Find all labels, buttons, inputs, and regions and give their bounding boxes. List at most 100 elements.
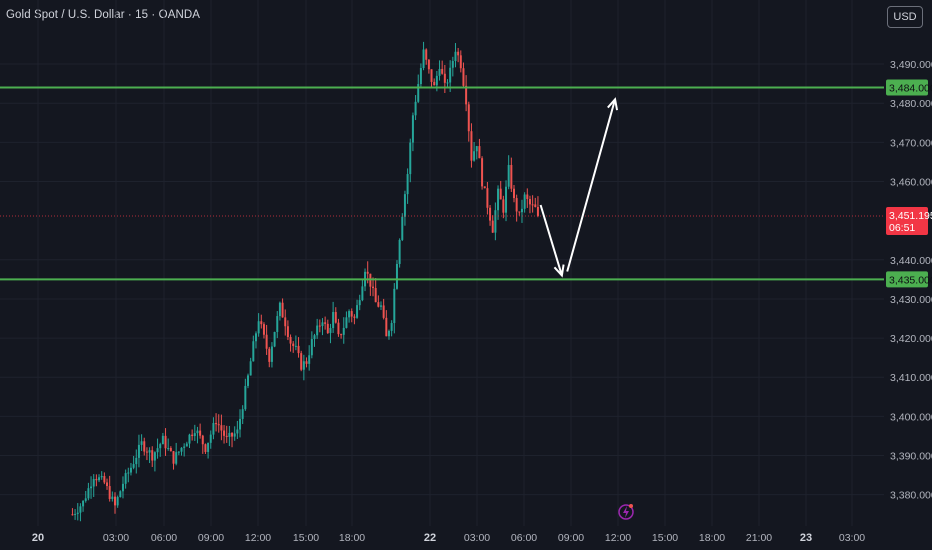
candle-body (108, 486, 111, 499)
alert-icon-ring (618, 504, 634, 520)
candle-body (273, 331, 276, 347)
y-tick-label: 3,390.000 (890, 451, 932, 463)
candle-body (337, 322, 340, 335)
candle-body (124, 473, 127, 484)
candle-body (297, 345, 300, 354)
candle-body (300, 353, 303, 370)
candle-body (180, 447, 183, 452)
candle-body (231, 432, 234, 437)
price-axis[interactable]: 3,380.000 3,390.000 3,400.000 3,410.000 3,42… (886, 59, 932, 502)
candle-body (270, 346, 273, 362)
candle-body (87, 488, 90, 499)
level-label-bg (886, 271, 928, 288)
candle-body (249, 361, 252, 376)
candle-body (247, 375, 249, 386)
candle-body (515, 198, 518, 212)
candle-body (390, 323, 393, 331)
candle-body (103, 476, 106, 483)
candle-body (161, 435, 164, 445)
x-tick-label: 18:00 (339, 532, 365, 544)
candle-body (254, 333, 257, 342)
candle-body (281, 302, 284, 318)
x-tick-label: 03:00 (839, 532, 865, 544)
candle-body (183, 446, 186, 448)
y-tick-label: 3,480.000 (890, 98, 932, 110)
candle-body (151, 450, 154, 461)
current-price-badge (886, 206, 928, 235)
candle-body (106, 482, 109, 487)
candle-body (257, 321, 260, 334)
candle-body (475, 146, 478, 152)
candle-body (143, 441, 146, 452)
candle-body (401, 216, 404, 240)
candle-body (313, 335, 316, 340)
candle-body (188, 434, 191, 444)
y-tick-label: 3,440.000 (890, 255, 932, 267)
arrow-shaft (566, 99, 617, 272)
candle-body (318, 325, 321, 327)
y-tick-label: 3,460.000 (890, 177, 932, 189)
candle-body (260, 321, 263, 325)
trend-arrows[interactable] (539, 97, 619, 278)
candle-body (502, 199, 505, 213)
candle-body (356, 305, 359, 318)
candle-body (276, 316, 279, 332)
time-axis[interactable]: 20 03:00 06:00 09:00 12:00 15:00 18:00 22 03:00 0… (32, 532, 865, 544)
candle-body (377, 302, 380, 307)
candle-body (321, 322, 324, 327)
candle-body (294, 345, 297, 347)
candle-body (366, 271, 369, 274)
currency-button[interactable]: USD (887, 6, 923, 28)
candle-body (74, 513, 77, 515)
y-tick-label: 3,470.000 (890, 137, 932, 149)
candle-body (427, 59, 430, 70)
candle-body (414, 101, 417, 116)
x-tick-label: 09:00 (198, 532, 224, 544)
candle-body (438, 68, 441, 76)
candle-body (286, 326, 289, 338)
candle-body (228, 432, 231, 437)
candle-body (111, 496, 114, 499)
candle-body (132, 464, 135, 468)
candle-body (358, 300, 361, 306)
candle-body (393, 288, 396, 324)
candle-body (462, 68, 465, 86)
candle-body (225, 435, 228, 437)
level-label: 3,484.000 (889, 83, 932, 95)
candle-body (478, 146, 481, 159)
candle-body (310, 339, 313, 356)
candle-body (145, 451, 148, 453)
candle-body (528, 199, 531, 205)
alert-icon[interactable] (618, 504, 634, 520)
candle-body (334, 312, 337, 323)
y-tick-label: 3,420.000 (890, 333, 932, 345)
candle-body (443, 73, 446, 83)
candle-body (499, 188, 502, 200)
candle-body (324, 322, 327, 324)
x-tick-label: 03:00 (103, 532, 129, 544)
candle-body (268, 348, 271, 362)
horizontal-levels[interactable]: 3,484.000 3,435.000 (0, 79, 932, 288)
arrow-shaft (539, 204, 563, 276)
candle-body (140, 441, 143, 445)
arrow-head (553, 264, 565, 278)
candle-body (497, 188, 500, 211)
candle-body (164, 435, 167, 449)
candle-body (350, 311, 353, 317)
candle-body (433, 81, 436, 86)
candle-body (135, 457, 138, 465)
candle-body (185, 443, 188, 447)
candle-body (289, 337, 292, 344)
candle-body (90, 486, 93, 489)
candle-body (382, 305, 385, 318)
candle-body (244, 385, 247, 410)
candle-body (531, 204, 534, 206)
candle-body (332, 312, 335, 329)
candle-body (329, 328, 332, 334)
candle-body (403, 194, 406, 217)
y-tick-label: 3,400.000 (890, 411, 932, 423)
x-tick-label: 20 (32, 532, 44, 544)
candle-body (494, 210, 497, 233)
grid-lines (0, 0, 884, 526)
